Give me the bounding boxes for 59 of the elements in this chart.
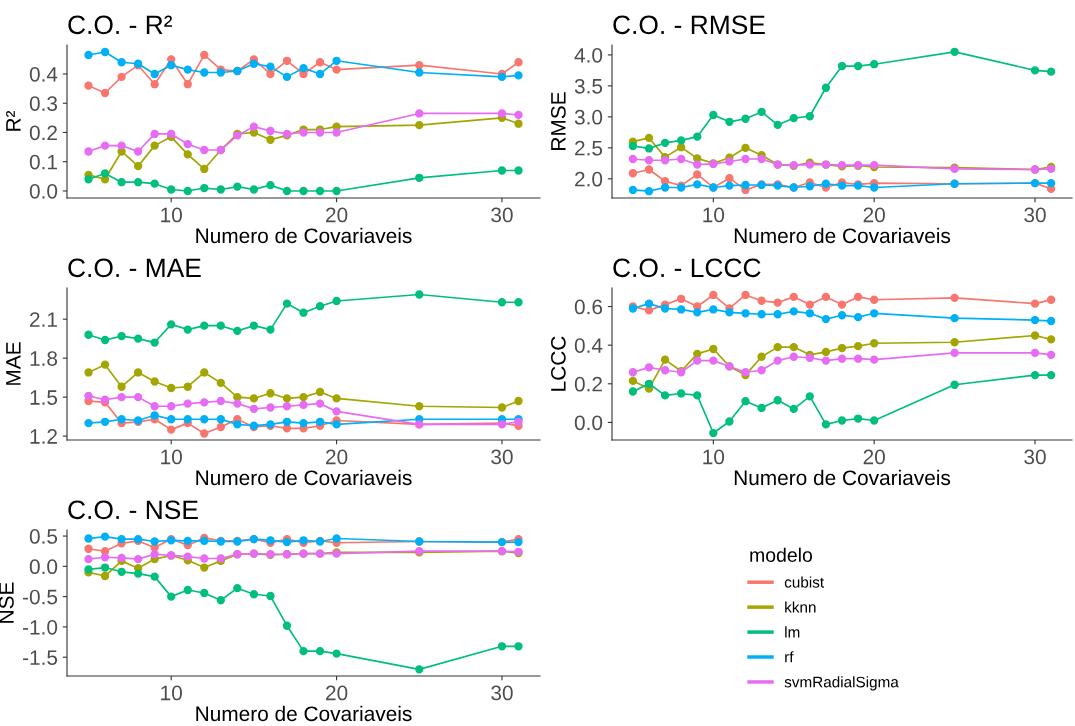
y-tick-label: -1.5 [23, 650, 58, 665]
x-tick-label: 10 [161, 449, 182, 465]
y-tick-label: 0.1 [29, 154, 57, 170]
chart-title: C.O. - RMSE [613, 15, 765, 35]
y-tick-label: -0.5 [23, 589, 58, 605]
y-axis-title: RMSE [550, 92, 566, 150]
x-tick-label: 20 [326, 207, 348, 223]
y-axis-title: R² [6, 110, 21, 131]
y-tick-label: 2.1 [30, 312, 57, 327]
x-axis-title: Numero de Covariaveis [734, 469, 951, 486]
y-tick-label: 3.0 [574, 109, 603, 125]
legend-label: cubist [784, 576, 824, 588]
legend-label: rf [785, 651, 794, 663]
y-tick-label: 1.5 [30, 390, 58, 405]
y-tick-label: 0.0 [574, 415, 603, 431]
chart-title: C.O. - LCCC [613, 258, 761, 278]
x-tick-label: 30 [491, 449, 513, 465]
legend-label: svmRadialSigma [784, 676, 899, 691]
y-tick-label: 0.2 [29, 125, 57, 141]
x-tick-label: 10 [161, 207, 182, 223]
y-tick-label: 2.0 [575, 171, 603, 187]
y-tick-label: 1.2 [30, 429, 57, 444]
x-tick-label: 20 [863, 449, 885, 465]
y-axis-title: NSE [0, 582, 14, 623]
x-tick-label: 20 [326, 449, 348, 465]
x-axis-title: Numero de Covariaveis [196, 705, 412, 722]
chart-title: C.O. - NSE [68, 500, 198, 520]
legend-label: kknn [785, 601, 816, 613]
y-tick-label: 0.6 [574, 299, 603, 315]
y-tick-label: 0.0 [29, 559, 58, 575]
y-tick-label: 1.8 [30, 351, 58, 366]
x-tick-label: 10 [703, 449, 725, 465]
x-tick-label: 30 [1024, 207, 1046, 223]
chart-title: C.O. - MAE [68, 258, 201, 278]
x-tick-label: 30 [1024, 449, 1046, 465]
y-tick-label: 0.0 [29, 183, 58, 199]
x-axis-title: Numero de Covariaveis [196, 227, 412, 244]
x-tick-label: 30 [491, 207, 513, 223]
y-tick-label: 0.3 [29, 96, 58, 111]
chart-title: C.O. - R² [68, 15, 173, 35]
y-tick-label: 0.2 [574, 376, 602, 392]
legend-title: modelo [750, 547, 813, 562]
y-axis-title: MAE [6, 342, 21, 385]
y-tick-label: -1.0 [23, 619, 58, 635]
x-tick-label: 30 [491, 685, 513, 701]
y-tick-label: 0.4 [574, 338, 603, 353]
x-tick-label: 20 [326, 685, 348, 701]
y-tick-label: 0.4 [29, 66, 58, 82]
y-tick-label: 4.0 [574, 47, 603, 63]
y-tick-label: 2.5 [575, 140, 603, 156]
y-tick-label: 3.5 [574, 78, 603, 94]
y-axis-title: LCCC [550, 336, 566, 391]
x-axis-title: Numero de Covariaveis [196, 469, 412, 486]
x-tick-label: 10 [161, 685, 182, 701]
y-tick-label: 0.5 [29, 529, 58, 544]
x-tick-label: 20 [863, 207, 885, 223]
x-axis-title: Numero de Covariaveis [734, 227, 951, 244]
legend-label: lm [785, 626, 800, 638]
x-tick-label: 10 [703, 207, 725, 223]
